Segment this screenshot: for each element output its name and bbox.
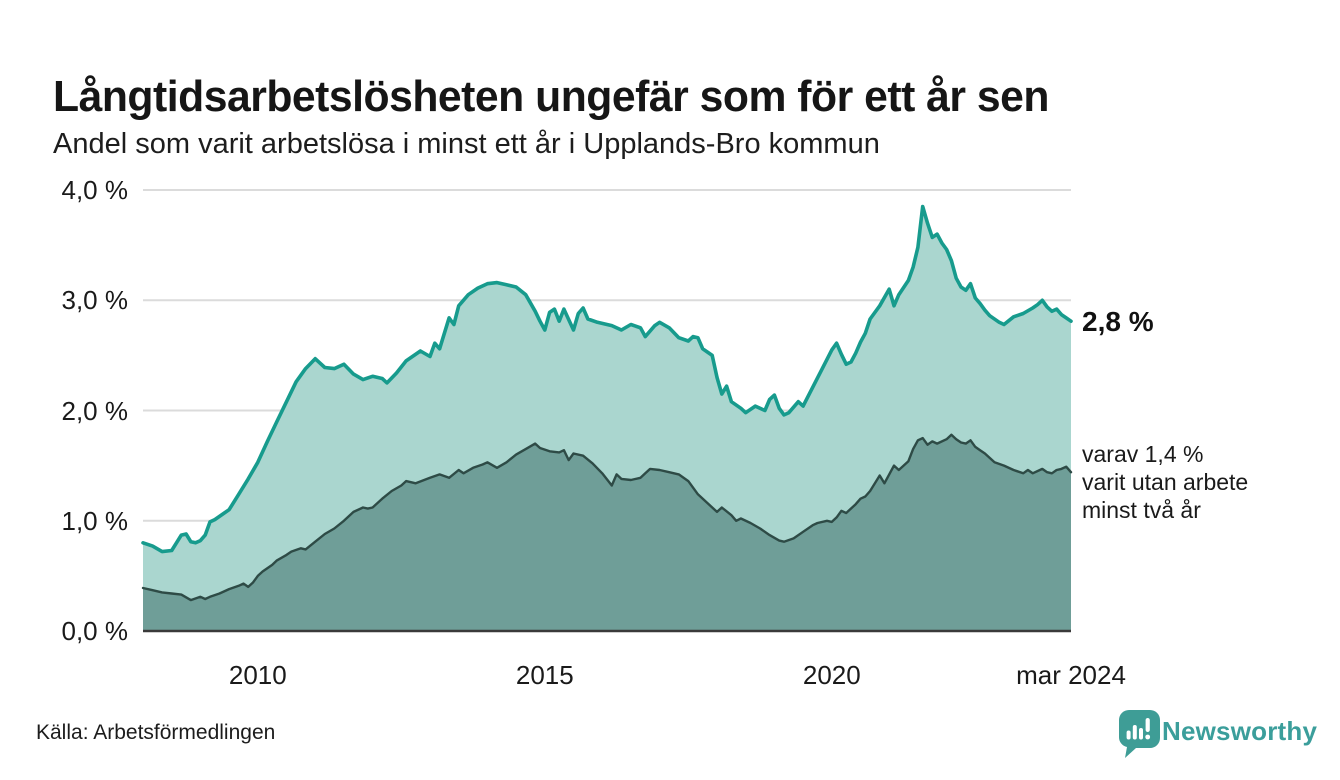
newsworthy-logo-icon: [1119, 710, 1160, 758]
newsworthy-logo-text: Newsworthy: [1162, 716, 1318, 746]
series-2y-note-line: varav 1,4 %: [1082, 441, 1204, 467]
y-tick-label: 1,0 %: [61, 505, 129, 536]
series-2y-note-line: minst två år: [1082, 497, 1201, 523]
x-tick-label: 2010: [228, 660, 287, 690]
y-tick-label: 3,0 %: [61, 285, 129, 316]
source-attribution: Källa: Arbetsförmedlingen: [36, 721, 276, 744]
bar-chart-glyph: [1126, 718, 1151, 740]
y-tick-label: 4,0 %: [61, 175, 129, 205]
x-tick-label: mar 2024: [1016, 660, 1126, 690]
series-2y-area: [143, 434, 1071, 631]
exclamation-dot: [1145, 734, 1151, 740]
series-2y-line: [141, 433, 1073, 602]
y-tick-label: 2,0 %: [61, 395, 129, 426]
series-1y-line: [141, 204, 1073, 554]
y-tick-label: 0,0 %: [61, 616, 129, 646]
x-tick-label: 2015: [515, 660, 574, 690]
newsworthy-logo: Newsworthy: [1117, 709, 1317, 759]
series-2y-note-line: varit utan arbete: [1082, 469, 1249, 495]
series-1y-end-value-label: 2,8 %: [1082, 306, 1154, 337]
series-2y-note: varav 1,4 % varit utan arbete minst två …: [1082, 440, 1312, 524]
page-title: Långtidsarbetslösheten ungefär som för e…: [53, 72, 1050, 122]
exclamation-bar: [1145, 718, 1150, 732]
x-tick-label: 2020: [802, 660, 861, 690]
chart-subtitle: Andel som varit arbetslösa i minst ett å…: [53, 128, 880, 160]
